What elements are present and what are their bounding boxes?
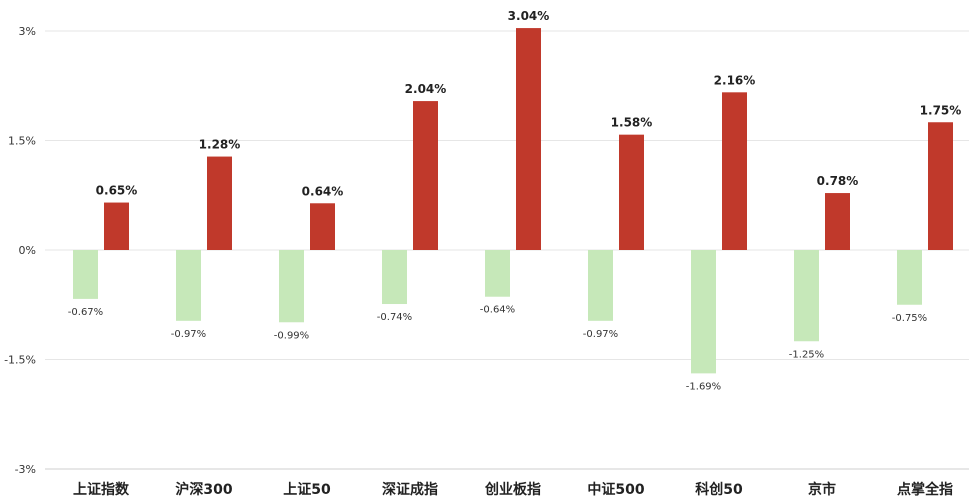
category-label: 点掌全指	[897, 481, 953, 498]
data-label-positive: 3.04%	[508, 9, 550, 23]
bar-negative	[897, 250, 922, 305]
data-label-positive: 0.64%	[302, 184, 344, 198]
data-label-negative: -1.69%	[686, 381, 721, 392]
data-label-negative: -0.97%	[171, 329, 206, 340]
bar-negative	[794, 250, 819, 342]
bar-negative	[691, 250, 716, 374]
bar-negative	[588, 250, 613, 321]
bar-negative	[382, 250, 407, 305]
category-label: 上证50	[283, 482, 331, 498]
bar-negative	[73, 250, 98, 299]
bar-positive	[310, 203, 335, 250]
data-label-positive: 1.28%	[199, 138, 241, 152]
data-label-positive: 2.04%	[405, 82, 447, 96]
bar-positive	[619, 134, 644, 250]
bar-positive	[207, 156, 232, 250]
category-label: 中证500	[587, 481, 644, 498]
data-label-negative: -1.25%	[789, 349, 824, 360]
data-label-negative: -0.64%	[480, 305, 515, 316]
data-label-positive: 2.16%	[714, 73, 756, 87]
y-tick-label: 0%	[19, 244, 36, 257]
data-label-positive: 1.75%	[920, 103, 962, 117]
data-label-negative: -0.74%	[377, 312, 412, 323]
data-label-negative: -0.99%	[274, 330, 309, 341]
y-tick-label: 3%	[19, 25, 36, 38]
x-axis-category-labels: 上证指数 沪深300 上证50 深证成指 创业板指 中证500 科创50 京市 点掌全指	[73, 481, 953, 498]
bar-negative	[279, 250, 304, 323]
data-label-positive: 0.65%	[96, 184, 138, 198]
y-tick-label: 1.5%	[8, 135, 36, 148]
bar-positive	[104, 202, 129, 250]
category-label: 上证指数	[73, 481, 130, 498]
bar-negative	[485, 250, 510, 297]
category-label: 沪深300	[175, 481, 232, 498]
category-label: 创业板指	[484, 481, 541, 498]
bar-positive	[516, 28, 541, 250]
y-axis-tick-labels: 3% 1.5% 0% -1.5% -3%	[4, 25, 36, 476]
bar-positive	[413, 101, 438, 250]
y-tick-label: -1.5%	[4, 354, 36, 367]
y-tick-label: -3%	[15, 463, 36, 476]
category-label: 科创50	[695, 481, 743, 498]
data-label-positive: 0.78%	[817, 174, 859, 188]
bar-positive	[825, 193, 850, 250]
category-label: 深证成指	[382, 481, 438, 498]
bars	[73, 28, 953, 374]
data-label-positive: 1.58%	[611, 116, 653, 130]
data-label-negative: -0.67%	[68, 307, 103, 318]
data-label-negative: -0.97%	[583, 329, 618, 340]
data-label-negative: -0.75%	[892, 313, 927, 324]
data-labels: -0.67% 0.65% -0.97% 1.28% -0.99% 0.64% -0.74% 2…	[68, 9, 962, 392]
bar-positive	[928, 122, 953, 250]
bar-negative	[176, 250, 201, 321]
bar-positive	[722, 92, 747, 250]
category-label: 京市	[808, 481, 836, 498]
